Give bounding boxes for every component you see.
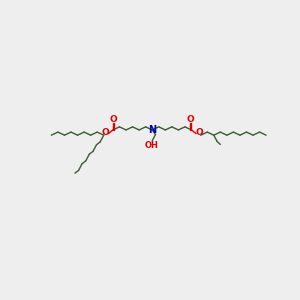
Text: N: N [148, 125, 156, 135]
Text: O: O [101, 128, 109, 137]
Text: OH: OH [145, 141, 158, 150]
Text: O: O [110, 116, 118, 124]
Text: O: O [187, 116, 195, 124]
Text: O: O [195, 128, 203, 137]
